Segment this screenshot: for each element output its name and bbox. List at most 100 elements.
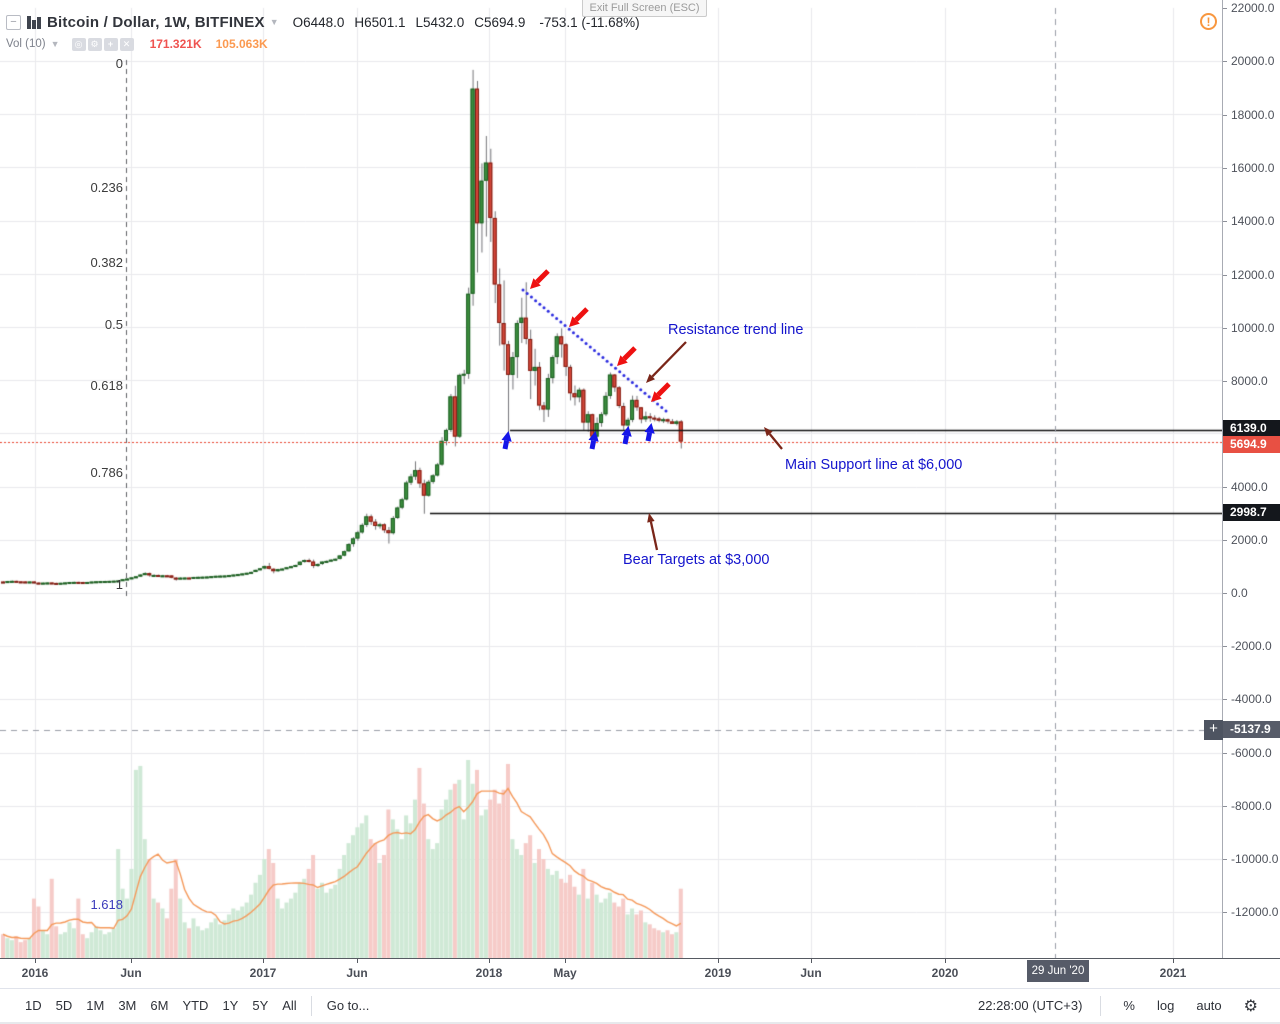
volume-ma-value: 105.063K (215, 37, 268, 51)
clock[interactable]: 22:28:00 (UTC+3) (978, 998, 1083, 1013)
symbol-title[interactable]: Bitcoin / Dollar, 1W, BITFINEX (47, 13, 265, 31)
price-tick-label: 20000.0 (1231, 54, 1275, 68)
chart-type-icon (26, 15, 42, 30)
annotation-bear-targets[interactable]: Bear Targets at $3,000 (623, 552, 770, 568)
percent-scale-button[interactable]: % (1123, 998, 1135, 1013)
time-tick-label: 2021 (1159, 966, 1187, 980)
time-tick-mark (811, 959, 812, 963)
gear-icon[interactable]: ⚙ (1243, 997, 1258, 1015)
volume-indicator-label[interactable]: Vol (10) (6, 38, 46, 50)
chart-legend: − Bitcoin / Dollar, 1W, BITFINEX ▼ O6448… (6, 12, 640, 53)
close-icon[interactable]: ✕ (119, 37, 134, 51)
price-tag: 6139.0 (1223, 420, 1280, 437)
auto-scale-button[interactable]: auto (1196, 998, 1222, 1013)
price-tag: -5137.9 (1223, 721, 1280, 738)
exit-fullscreen-tooltip: Exit Full Screen (ESC) (582, 0, 707, 17)
price-tick-mark (1223, 646, 1227, 647)
crosshair-add-alert-button[interactable]: + (1204, 720, 1223, 740)
time-tick-label: 2016 (21, 966, 49, 980)
time-tick-mark (945, 959, 946, 963)
legend-collapse-button[interactable]: − (6, 14, 21, 30)
price-tick-label: 8000.0 (1231, 374, 1268, 388)
price-tick-mark (1223, 912, 1227, 913)
price-tick-label: 2000.0 (1231, 533, 1268, 547)
range-button-ytd[interactable]: YTD (182, 998, 209, 1013)
time-tick-label: Jun (800, 966, 822, 980)
price-tick-mark (1223, 275, 1227, 276)
annotation-resistance-trendline[interactable]: Resistance trend line (668, 322, 804, 338)
ohlc-close: C5694.9 (474, 14, 526, 30)
range-button-1m[interactable]: 1M (86, 998, 105, 1013)
range-button-1y[interactable]: 1Y (222, 998, 239, 1013)
fib-level-label: 0.382 (90, 255, 123, 270)
fib-level-label: 0.618 (90, 378, 123, 393)
price-tick-mark (1223, 699, 1227, 700)
fib-level-label: 0.236 (90, 180, 123, 195)
price-tick-mark (1223, 381, 1227, 382)
price-tick-label: -8000.0 (1231, 799, 1272, 813)
time-tick-label: 2020 (931, 966, 959, 980)
gear-icon[interactable]: ⚙ (87, 37, 102, 51)
price-tick-mark (1223, 221, 1227, 222)
time-tick-label: 2019 (704, 966, 732, 980)
time-tick-label: Jun (346, 966, 368, 980)
fib-level-label: 0.5 (104, 317, 123, 332)
time-tick-mark (565, 959, 566, 963)
range-button-5y[interactable]: 5Y (252, 998, 269, 1013)
price-tick-label: -10000.0 (1231, 852, 1279, 866)
price-tag: 2998.7 (1223, 504, 1280, 521)
price-tick-mark (1223, 328, 1227, 329)
time-tick-mark (1173, 959, 1174, 963)
price-tick-mark (1223, 61, 1227, 62)
fib-level-label: 1.618 (90, 897, 123, 912)
price-tick-label: 18000.0 (1231, 108, 1275, 122)
price-axis[interactable]: 22000.0 20000.0 18000.0 16000.0 14000.0 12000… (1222, 0, 1280, 958)
range-button-all[interactable]: All (282, 998, 297, 1013)
price-tick-mark (1223, 806, 1227, 807)
price-tick-mark (1223, 487, 1227, 488)
range-button-6m[interactable]: 6M (150, 998, 169, 1013)
ohlc-open: O6448.0 (292, 14, 345, 30)
time-tick-label: 2017 (249, 966, 277, 980)
ohlc-readout: O6448.0 H6501.1 L5432.0 C5694.9 -753.1 (… (293, 15, 640, 30)
time-tick-mark (718, 959, 719, 963)
plus-icon[interactable]: + (103, 37, 118, 51)
price-tick-label: 10000.0 (1231, 321, 1275, 335)
time-tick-mark (357, 959, 358, 963)
time-tick-mark (263, 959, 264, 963)
price-tick-mark (1223, 168, 1227, 169)
price-tick-label: 14000.0 (1231, 214, 1275, 228)
crosshair-date-tag: 29 Jun '20 (1027, 960, 1089, 982)
range-button-5d[interactable]: 5D (55, 998, 73, 1013)
fib-level-label: 0 (115, 56, 123, 71)
price-tick-label: -6000.0 (1231, 746, 1272, 760)
price-chart-canvas[interactable] (0, 0, 1222, 958)
toolbar-divider (1100, 995, 1102, 1016)
time-tick-label: 2018 (475, 966, 503, 980)
time-tick-label: Jun (120, 966, 142, 980)
annotation-main-support[interactable]: Main Support line at $6,000 (785, 457, 963, 473)
ohlc-low: L5432.0 (415, 14, 465, 30)
price-tick-mark (1223, 540, 1227, 541)
price-tick-mark (1223, 8, 1227, 9)
price-tick-label: 4000.0 (1231, 480, 1268, 494)
time-tick-label: May (553, 966, 577, 980)
price-tick-mark (1223, 753, 1227, 754)
price-tag: 5694.9 (1223, 436, 1280, 453)
chevron-down-icon[interactable]: ▼ (50, 39, 60, 49)
chevron-down-icon[interactable]: ▼ (269, 17, 279, 27)
price-tick-mark (1223, 593, 1227, 594)
log-scale-button[interactable]: log (1156, 998, 1175, 1013)
range-button-3m[interactable]: 3M (118, 998, 137, 1013)
eye-icon[interactable]: ◎ (71, 37, 86, 51)
time-axis[interactable]: 29 Jun '20 2016 Jun 2017 Jun 2018 May 2019 Jun 2… (0, 958, 1280, 988)
price-tick-label: -2000.0 (1231, 639, 1272, 653)
alert-icon[interactable]: ! (1200, 13, 1217, 30)
range-button-1d[interactable]: 1D (25, 998, 42, 1013)
goto-button[interactable]: Go to... (326, 998, 370, 1013)
ohlc-change: -753.1 (-11.68%) (539, 14, 640, 30)
toolbar-divider (310, 995, 312, 1016)
price-tick-label: 16000.0 (1231, 161, 1275, 175)
price-tick-label: 22000.0 (1231, 1, 1275, 15)
